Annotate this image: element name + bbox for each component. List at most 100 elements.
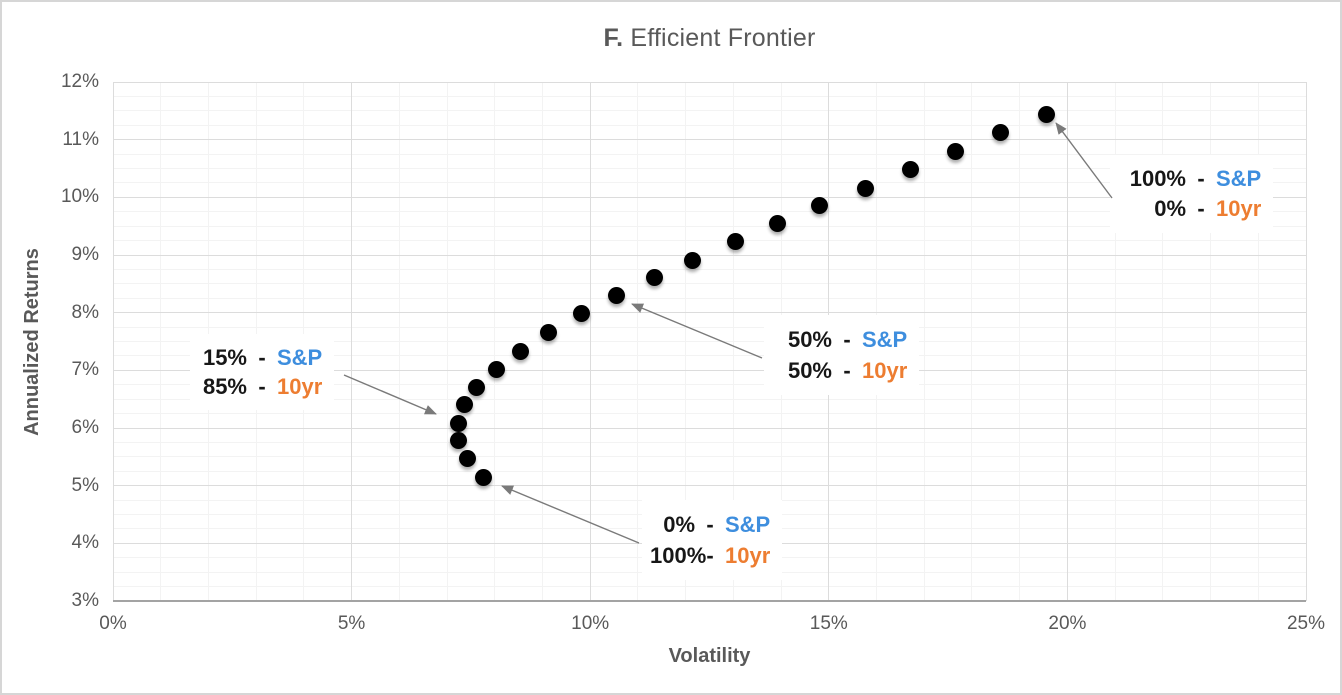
major-gridline-vertical (589, 82, 591, 601)
data-point (474, 468, 492, 486)
data-point (769, 215, 787, 233)
major-gridline-vertical (351, 82, 353, 601)
annotation-line: 100%- 10yr (650, 540, 770, 571)
major-gridline-vertical (1305, 82, 1307, 601)
major-gridline-horizontal (113, 485, 1306, 487)
x-tick-label: 10% (571, 613, 610, 634)
y-tick-label: 9% (71, 244, 99, 265)
y-tick-label: 12% (60, 71, 99, 92)
data-point (459, 450, 477, 468)
minor-gridline-horizontal (113, 326, 1306, 328)
weight-pct: 100% (650, 543, 707, 568)
y-tick-label: 4% (71, 532, 99, 554)
data-point (450, 431, 468, 449)
x-tick-label: 0% (99, 613, 127, 634)
minor-gridline-horizontal (113, 168, 1306, 169)
minor-gridline-horizontal (113, 240, 1306, 242)
minor-gridline-horizontal (113, 211, 1306, 213)
minor-gridline-horizontal (113, 110, 1306, 112)
major-gridline-horizontal (113, 427, 1306, 429)
dash: - (706, 512, 714, 537)
x-axis-line (113, 600, 1306, 602)
annotation-box-50sp-50bond: 50% - S&P 50% -10yr (764, 315, 920, 395)
major-gridline-vertical (112, 82, 114, 601)
x-tick-label: 20% (1048, 613, 1087, 634)
data-point (573, 305, 591, 323)
asset-sp-label: S&P (1216, 166, 1262, 191)
x-tick-label: 15% (809, 613, 848, 634)
dash: - (706, 543, 714, 568)
dash: - (1197, 196, 1205, 221)
major-gridline-horizontal (113, 81, 1306, 83)
x-axis-title: Volatility (668, 645, 751, 667)
major-gridline-horizontal (113, 369, 1306, 371)
data-point (608, 287, 626, 305)
major-gridline-horizontal (113, 254, 1306, 256)
annotation-arrow (1055, 122, 1113, 199)
data-point (540, 324, 558, 342)
y-tick-label: 11% (62, 128, 99, 150)
data-point (857, 179, 875, 197)
asset-sp-label: S&P (725, 512, 771, 537)
minor-gridline-horizontal (113, 124, 1306, 126)
asset-10yr-label: 10yr (1216, 196, 1262, 221)
data-point (684, 251, 702, 269)
minor-gridline-horizontal (113, 225, 1306, 227)
major-gridline-horizontal (113, 196, 1306, 198)
minor-gridline-horizontal (113, 384, 1306, 386)
data-point (901, 161, 919, 179)
major-gridline-horizontal (113, 312, 1306, 314)
dash: - (843, 327, 851, 352)
minor-gridline-horizontal (113, 413, 1306, 415)
data-point (1037, 105, 1055, 123)
major-gridline-horizontal (113, 139, 1306, 141)
dash: - (258, 374, 266, 399)
data-point (449, 414, 467, 432)
minor-gridline-horizontal (113, 398, 1306, 400)
data-point (992, 123, 1010, 141)
annotation-line: 50% -10yr (772, 355, 907, 386)
minor-gridline-horizontal (113, 456, 1306, 458)
annotation-line: 0% -10yr (1118, 194, 1261, 224)
minor-gridline-horizontal (113, 153, 1306, 155)
major-gridline-vertical (1066, 82, 1068, 601)
x-tick-label: 25% (1286, 613, 1326, 634)
asset-sp-label: S&P (862, 327, 908, 352)
y-axis-title: Annualized Returns (21, 248, 43, 436)
annotation-box-100sp-0bond: 100% - S&P 0% -10yr (1110, 155, 1274, 233)
data-point (487, 360, 505, 378)
chart-title-prefix: F. (603, 24, 624, 52)
annotation-box-0sp-100bond: 0% - S&P 100%- 10yr (642, 500, 783, 580)
weight-pct: 0% (663, 512, 695, 537)
weight-pct: 0% (1154, 196, 1186, 221)
annotation-box-15sp-85bond: 15% - S&P 85% -10yr (190, 334, 335, 410)
asset-10yr-label: 10yr (862, 358, 908, 383)
weight-pct: 100% (1129, 166, 1186, 191)
chart-title: F. Efficient Frontier (113, 24, 1306, 53)
weight-pct: 50% (787, 358, 832, 383)
annotation-line: 100% - S&P (1118, 164, 1262, 194)
minor-gridline-horizontal (113, 283, 1306, 285)
dash: - (1197, 166, 1205, 191)
data-point (946, 142, 964, 160)
dash: - (258, 345, 266, 370)
weight-pct: 15% (202, 345, 247, 370)
data-point (811, 197, 829, 215)
asset-sp-label: S&P (277, 345, 323, 370)
annotation-line: 85% -10yr (198, 372, 322, 401)
annotation-line: 15% - S&P (198, 343, 322, 372)
annotation-arrow (343, 374, 437, 415)
data-point (455, 395, 473, 413)
minor-gridline-horizontal (113, 470, 1306, 472)
y-tick-label: 7% (71, 359, 99, 381)
asset-10yr-label: 10yr (725, 543, 771, 568)
annotation-line: 0% - S&P (650, 509, 770, 540)
data-point (468, 378, 486, 396)
minor-gridline-horizontal (113, 182, 1306, 184)
y-tick-label: 8% (71, 301, 99, 323)
minor-gridline-horizontal (113, 297, 1306, 299)
annotation-line: 50% - S&P (772, 324, 907, 355)
y-tick-label: 6% (71, 417, 99, 438)
minor-gridline-horizontal (113, 441, 1306, 443)
